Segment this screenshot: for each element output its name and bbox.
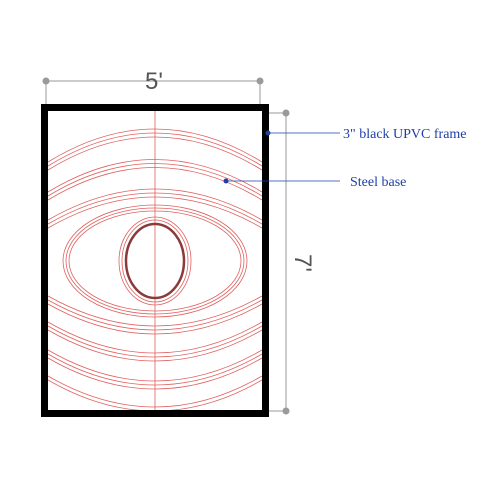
- height-endpoint-bottom: [282, 407, 290, 415]
- frame-callout: 3" black UPVC frame: [265, 127, 467, 142]
- wave-pattern: [48, 111, 262, 410]
- steel-base-panel: [48, 111, 262, 410]
- base-callout: Steel base: [223, 175, 406, 190]
- width-label: 5': [145, 68, 163, 95]
- width-dimension: 5': [42, 68, 264, 106]
- height-endpoint-top: [282, 109, 290, 117]
- height-dimension: 7': [266, 109, 316, 415]
- upvc-frame: [41, 104, 269, 417]
- width-endpoint-right: [256, 77, 264, 85]
- base-callout-label: Steel base: [350, 175, 406, 190]
- width-endpoint-left: [42, 77, 50, 85]
- height-label: 7': [289, 254, 316, 272]
- frame-callout-label: 3" black UPVC frame: [343, 127, 467, 142]
- inner-ellipse: [124, 222, 186, 300]
